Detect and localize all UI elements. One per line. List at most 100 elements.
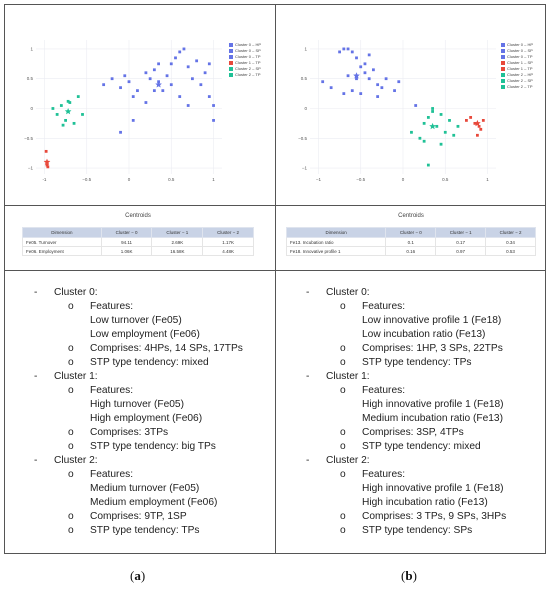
legend-item[interactable]: Cluster 1 – TP (501, 66, 533, 72)
x-tick-label: 0.5 (442, 177, 449, 182)
description-text: Comprises: 3TPs (90, 427, 169, 438)
description-text: High innovative profile 1 (Fe18) (362, 399, 504, 410)
description-text: Low innovative profile 1 (Fe18) (362, 315, 502, 326)
description-text: STP type tendency: mixed (362, 441, 481, 452)
centroid-star-marker (474, 119, 481, 127)
scatter-svg-b: −1 −0.5 0 0.5 1 −1 −0.5 0 0.5 1 (298, 40, 496, 182)
data-point (64, 119, 67, 122)
description-line: Low incubation ratio (Fe13) (306, 328, 541, 342)
legend-item[interactable]: Cluster 2 – HP (501, 72, 533, 78)
legend-item[interactable]: Cluster 2 – SP (501, 78, 533, 84)
table-cell: 0.34 (485, 237, 536, 247)
description-line: High incubation ratio (Fe13) (306, 496, 541, 510)
legend-label: Cluster 2 – TP (235, 72, 261, 77)
legend-label: Cluster 0 – TP (235, 54, 261, 59)
data-point (431, 107, 434, 110)
data-point (182, 47, 186, 51)
description-line: o Features: (306, 468, 541, 482)
data-point (418, 136, 422, 140)
y-tick-label: −0.5 (298, 136, 307, 141)
legend-label: Cluster 2 – TP (507, 84, 533, 89)
y-tick-label: 1 (304, 46, 307, 51)
data-point (46, 165, 50, 169)
legend-item[interactable]: Cluster 2 – TP (501, 84, 533, 90)
scatter-plot-a: -1 −0.5 0 0.5 1 −1 −0.5 0 0.5 1 (22, 36, 227, 186)
scatter-svg-a: -1 −0.5 0 0.5 1 −1 −0.5 0 0.5 1 (24, 40, 222, 182)
data-point (131, 95, 135, 98)
data-point (186, 65, 190, 69)
data-point (68, 101, 72, 104)
description-text: Cluster 1: (326, 371, 370, 382)
description-text: Features: (90, 301, 134, 312)
description-line: o STP type tendency: big TPs (34, 440, 269, 454)
data-point (45, 163, 49, 167)
table-row: Fe18. Innovative profile 1 0.16 0.97 0.5… (285, 246, 536, 256)
legend-label: Cluster 0 – HP (507, 42, 534, 47)
description-line: o STP type tendency: mixed (306, 440, 541, 454)
x-tick-label: 0 (128, 177, 131, 182)
description-text: High employment (Fe06) (90, 413, 203, 424)
circle-bullet: o (340, 427, 346, 438)
data-point (152, 68, 156, 72)
x-tick-label: 0 (402, 177, 405, 182)
description-text: High turnover (Fe05) (90, 399, 184, 410)
circle-bullet: o (340, 469, 346, 480)
data-point (186, 104, 190, 107)
table-header: Cluster − 2 (485, 227, 536, 238)
circle-bullet: o (340, 385, 346, 396)
legend-item[interactable]: Cluster 1 – SP (501, 60, 533, 66)
y-tick-label: 0 (304, 106, 307, 111)
legend-item[interactable]: Cluster 2 – SP (229, 66, 261, 72)
data-point (169, 62, 173, 66)
data-point (338, 50, 341, 54)
data-point (350, 89, 354, 93)
data-point (473, 121, 477, 125)
legend-item[interactable]: Cluster 0 – SP (229, 48, 261, 54)
x-tick-label: 0.5 (168, 177, 175, 182)
legend-swatch (501, 79, 505, 83)
circle-bullet: o (68, 357, 74, 368)
data-point (422, 139, 426, 143)
data-point (431, 110, 434, 113)
table-header: Dimension (22, 227, 102, 238)
data-point (169, 83, 173, 87)
centroid-star-marker (64, 107, 72, 115)
centroid-star-marker (429, 122, 436, 130)
table-text-divider (4, 270, 546, 271)
legend-item[interactable]: Cluster 0 – HP (501, 42, 533, 48)
legend-label: Cluster 2 – SP (507, 78, 533, 83)
description-line: High innovative profile 1 (Fe18) (306, 398, 541, 412)
description-line: - Cluster 0: (306, 286, 541, 300)
y-tick-label: 0 (30, 106, 33, 111)
description-text: Low employment (Fe06) (90, 329, 200, 340)
data-point (207, 62, 211, 66)
data-point (397, 80, 401, 84)
description-text: Comprises: 3SP, 4TPs (362, 427, 464, 438)
legend-item[interactable]: Cluster 2 – TP (229, 72, 261, 78)
cluster-description-a: - Cluster 0: o Features: Low turnover (Fe05)… (34, 286, 269, 538)
table-cell: 0.1 (385, 237, 437, 247)
legend-item[interactable]: Cluster 0 – TP (229, 54, 261, 60)
legend-item[interactable]: Cluster 0 – HP (229, 42, 261, 48)
description-line: Medium employment (Fe06) (34, 496, 269, 510)
data-point (66, 99, 70, 103)
description-line: o STP type tendency: TPs (306, 356, 541, 370)
legend-item[interactable]: Cluster 0 – TP (501, 54, 533, 60)
description-text: STP type tendency: TPs (90, 525, 200, 536)
data-point (456, 124, 460, 128)
data-point (199, 83, 203, 87)
legend-swatch (229, 55, 233, 59)
table-cell: Fe05. Turnover (22, 237, 102, 247)
table-cell: 0.53 (485, 246, 536, 256)
circle-bullet: o (340, 525, 346, 536)
data-point (59, 104, 63, 107)
legend-swatch (501, 67, 505, 71)
circle-bullet: o (68, 427, 74, 438)
legend-item[interactable]: Cluster 0 – SP (501, 48, 533, 54)
data-point (422, 121, 426, 125)
centroids-b: Centroids Dimension Cluster − 0 Cluster … (285, 213, 536, 256)
description-text: Cluster 0: (54, 287, 98, 298)
legend-item[interactable]: Cluster 1 – TP (229, 60, 261, 66)
legend-b: Cluster 0 – HP Cluster 0 – SP Cluster 0 – … (501, 42, 533, 90)
data-point (207, 95, 211, 98)
